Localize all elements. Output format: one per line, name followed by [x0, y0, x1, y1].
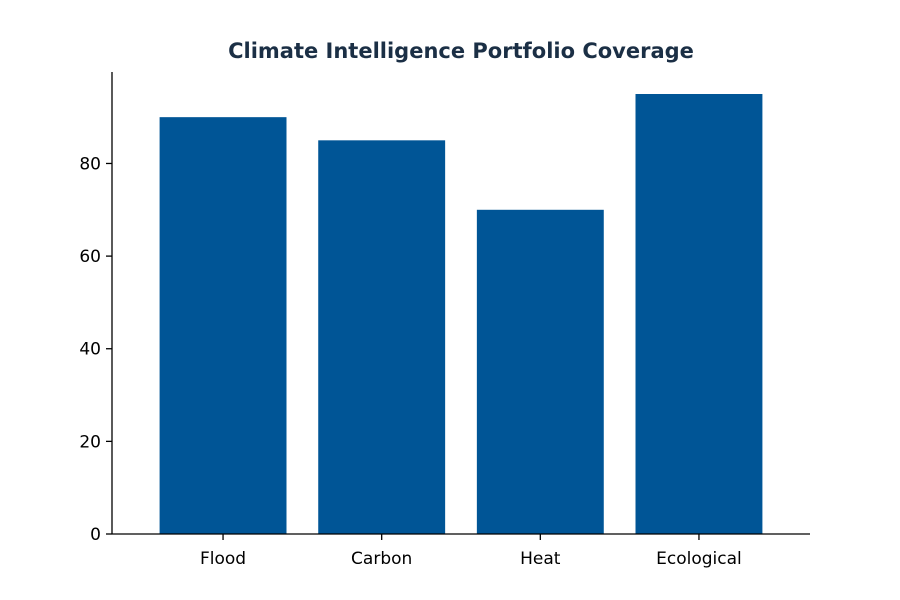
bar-ecological [635, 94, 763, 534]
y-axis: 0 20 40 60 80 [79, 72, 113, 545]
x-tick-label: Heat [520, 549, 561, 569]
bars-layer [159, 94, 763, 535]
bar-flood [159, 117, 287, 534]
y-tick-label: 80 [79, 154, 101, 174]
bar-carbon [318, 140, 446, 534]
x-axis: Flood Carbon Heat Ecological [112, 533, 810, 569]
chart-title: Climate Intelligence Portfolio Coverage [228, 39, 694, 63]
x-tick-label: Ecological [656, 549, 742, 569]
x-tick-label: Carbon [351, 549, 412, 569]
y-tick-label: 40 [79, 340, 101, 360]
y-tick-label: 0 [90, 525, 101, 545]
y-tick-label: 20 [79, 432, 101, 452]
bar-heat [476, 209, 604, 535]
x-tick-label: Flood [200, 549, 246, 569]
y-tick-label: 60 [79, 247, 101, 267]
